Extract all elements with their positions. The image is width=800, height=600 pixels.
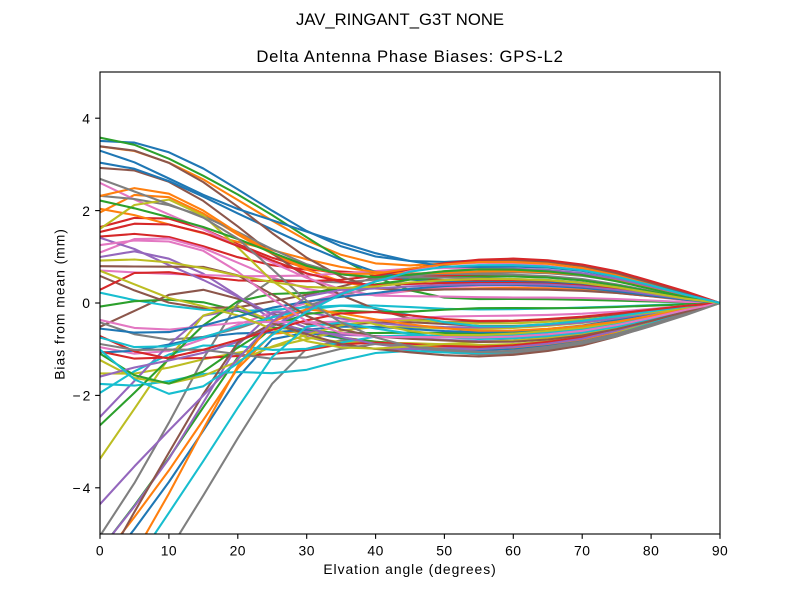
- svg-text:−2: −2: [73, 388, 93, 404]
- svg-text:60: 60: [505, 543, 521, 559]
- svg-text:20: 20: [230, 543, 246, 559]
- svg-text:Elvation angle (degrees): Elvation angle (degrees): [323, 561, 496, 577]
- svg-text:−4: −4: [73, 480, 93, 496]
- svg-text:Bias from mean (mm): Bias from mean (mm): [52, 228, 68, 380]
- svg-text:90: 90: [712, 543, 728, 559]
- svg-text:30: 30: [299, 543, 315, 559]
- svg-text:0: 0: [82, 295, 90, 311]
- svg-text:JAV_RINGANT_G3T NONE: JAV_RINGANT_G3T NONE: [296, 10, 504, 29]
- svg-text:80: 80: [643, 543, 659, 559]
- svg-text:Delta Antenna Phase Biases: GP: Delta Antenna Phase Biases: GPS-L2: [256, 47, 563, 66]
- svg-text:40: 40: [367, 543, 383, 559]
- svg-text:2: 2: [82, 203, 90, 219]
- svg-text:4: 4: [82, 110, 90, 126]
- svg-text:10: 10: [161, 543, 177, 559]
- svg-text:70: 70: [574, 543, 590, 559]
- svg-text:0: 0: [96, 543, 104, 559]
- svg-text:50: 50: [436, 543, 452, 559]
